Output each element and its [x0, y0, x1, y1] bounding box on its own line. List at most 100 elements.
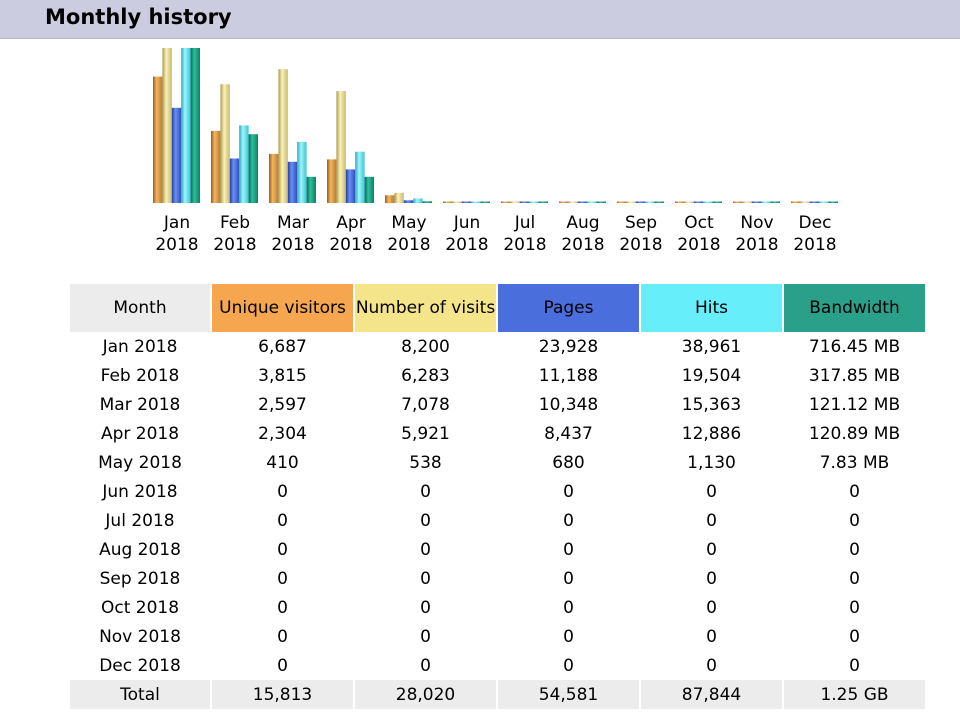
x-tick-label: 2018	[677, 235, 720, 255]
cell-month: Jan 2018	[102, 336, 178, 357]
cell-unique-visitors: 6,687	[258, 336, 307, 357]
table-row: Apr 2018 2,304 5,921 8,437 12,886 120.89 MB	[70, 419, 925, 448]
bar-visits	[568, 201, 578, 203]
cell-bandwidth: 7.83 MB	[819, 452, 890, 473]
cell-pages: 0	[563, 510, 574, 531]
bar-visits	[278, 69, 288, 203]
bar-pages	[635, 201, 646, 203]
cell-month: Oct 2018	[100, 597, 180, 618]
bar-pages	[171, 107, 182, 203]
table-row: Jul 2018 0 0 0 0 0	[70, 506, 925, 535]
cell-number-of-visits: 7,078	[401, 394, 450, 415]
table-row: Sep 2018 0 0 0 0 0	[70, 564, 925, 593]
x-tick-label: Apr	[336, 213, 365, 233]
cell-pages: 0	[563, 597, 574, 618]
cell-month: Aug 2018	[99, 539, 181, 560]
cell-unique-visitors: 2,597	[258, 394, 307, 415]
bar-visitors	[443, 201, 453, 203]
cell-number-of-visits: 0	[420, 597, 431, 618]
cell-unique-visitors: 2,304	[258, 423, 307, 444]
cell-hits: 87,844	[641, 680, 782, 709]
table-row: Dec 2018 0 0 0 0 0	[70, 651, 925, 680]
cell-bandwidth: 121.12 MB	[808, 394, 901, 415]
cell-hits: 0	[706, 539, 717, 560]
table-row: Feb 2018 3,815 6,283 11,188 19,504 317.85 MB	[70, 361, 925, 390]
bar-hits	[587, 201, 597, 203]
cell-unique-visitors: 0	[277, 655, 288, 676]
bar-visitors	[791, 201, 801, 203]
x-tick-label: 2018	[793, 235, 836, 255]
cell-bandwidth: 0	[849, 481, 860, 502]
bar-pages	[809, 201, 820, 203]
bar-bandwidth	[828, 201, 838, 203]
bar-visits	[452, 201, 462, 203]
cell-pages: 23,928	[538, 336, 599, 357]
table-row: Aug 2018 0 0 0 0 0	[70, 535, 925, 564]
cell-number-of-visits: 0	[420, 626, 431, 647]
cell-pages: 54,581	[498, 680, 639, 709]
cell-hits: 0	[706, 655, 717, 676]
cell-hits: 1,130	[687, 452, 736, 473]
x-tick-label: 2018	[619, 235, 662, 255]
cell-hits: 12,886	[681, 423, 742, 444]
bar-hits	[645, 201, 655, 203]
x-tick-label: Nov	[740, 213, 773, 233]
bar-hits	[239, 125, 249, 203]
bar-visitors	[153, 76, 163, 203]
x-tick-label: 2018	[503, 235, 546, 255]
cell-month: Sep 2018	[99, 568, 181, 589]
monthly-stats-table: Month Unique visitors Number of visits P…	[68, 284, 927, 709]
table-header-row: Month Unique visitors Number of visits P…	[70, 284, 925, 332]
x-tick-label: Feb	[220, 213, 250, 233]
x-tick-label: Oct	[684, 213, 714, 233]
bar-visitors	[501, 201, 511, 203]
cell-pages: 0	[563, 539, 574, 560]
cell-hits: 15,363	[681, 394, 742, 415]
bar-bandwidth	[248, 134, 258, 203]
bar-hits	[761, 201, 771, 203]
bar-visits	[626, 201, 636, 203]
bar-bandwidth	[654, 201, 664, 203]
cell-bandwidth: 0	[849, 539, 860, 560]
bar-visits	[336, 91, 346, 203]
cell-bandwidth: 0	[849, 510, 860, 531]
bar-visitors	[327, 159, 337, 203]
bar-visits	[162, 48, 172, 203]
cell-month: Total	[70, 680, 210, 709]
bar-visitors	[385, 195, 395, 204]
header-pages: Pages	[498, 284, 639, 332]
bar-bandwidth	[480, 201, 490, 203]
cell-month: Apr 2018	[100, 423, 180, 444]
x-tick-label: Mar	[277, 213, 309, 233]
cell-month: Nov 2018	[99, 626, 181, 647]
bar-pages	[287, 161, 298, 203]
cell-number-of-visits: 0	[420, 510, 431, 531]
cell-number-of-visits: 538	[409, 452, 442, 473]
cell-month: Mar 2018	[99, 394, 181, 415]
cell-bandwidth: 120.89 MB	[808, 423, 901, 444]
cell-unique-visitors: 0	[277, 510, 288, 531]
cell-hits: 0	[706, 568, 717, 589]
cell-number-of-visits: 6,283	[401, 365, 450, 386]
cell-month: Jun 2018	[102, 481, 178, 502]
cell-bandwidth: 0	[849, 626, 860, 647]
bar-visitors	[269, 153, 279, 203]
bar-pages	[229, 158, 240, 203]
bar-bandwidth	[306, 176, 316, 203]
header-number-of-visits: Number of visits	[355, 284, 496, 332]
x-tick-label: 2018	[387, 235, 430, 255]
x-tick-label: 2018	[445, 235, 488, 255]
cell-unique-visitors: 3,815	[258, 365, 307, 386]
x-tick-label: Jan	[163, 213, 190, 233]
bar-visits	[800, 201, 810, 203]
total-row: Total 15,813 28,020 54,581 87,844 1.25 GB	[70, 680, 925, 709]
table-row: Nov 2018 0 0 0 0 0	[70, 622, 925, 651]
bar-hits	[355, 151, 365, 203]
bar-visitors	[733, 201, 743, 203]
header-unique-visitors: Unique visitors	[212, 284, 353, 332]
cell-month: May 2018	[98, 452, 182, 473]
bar-bandwidth	[596, 201, 606, 203]
bar-bandwidth	[422, 201, 432, 203]
x-tick-label: 2018	[213, 235, 256, 255]
bar-visitors	[211, 130, 221, 203]
